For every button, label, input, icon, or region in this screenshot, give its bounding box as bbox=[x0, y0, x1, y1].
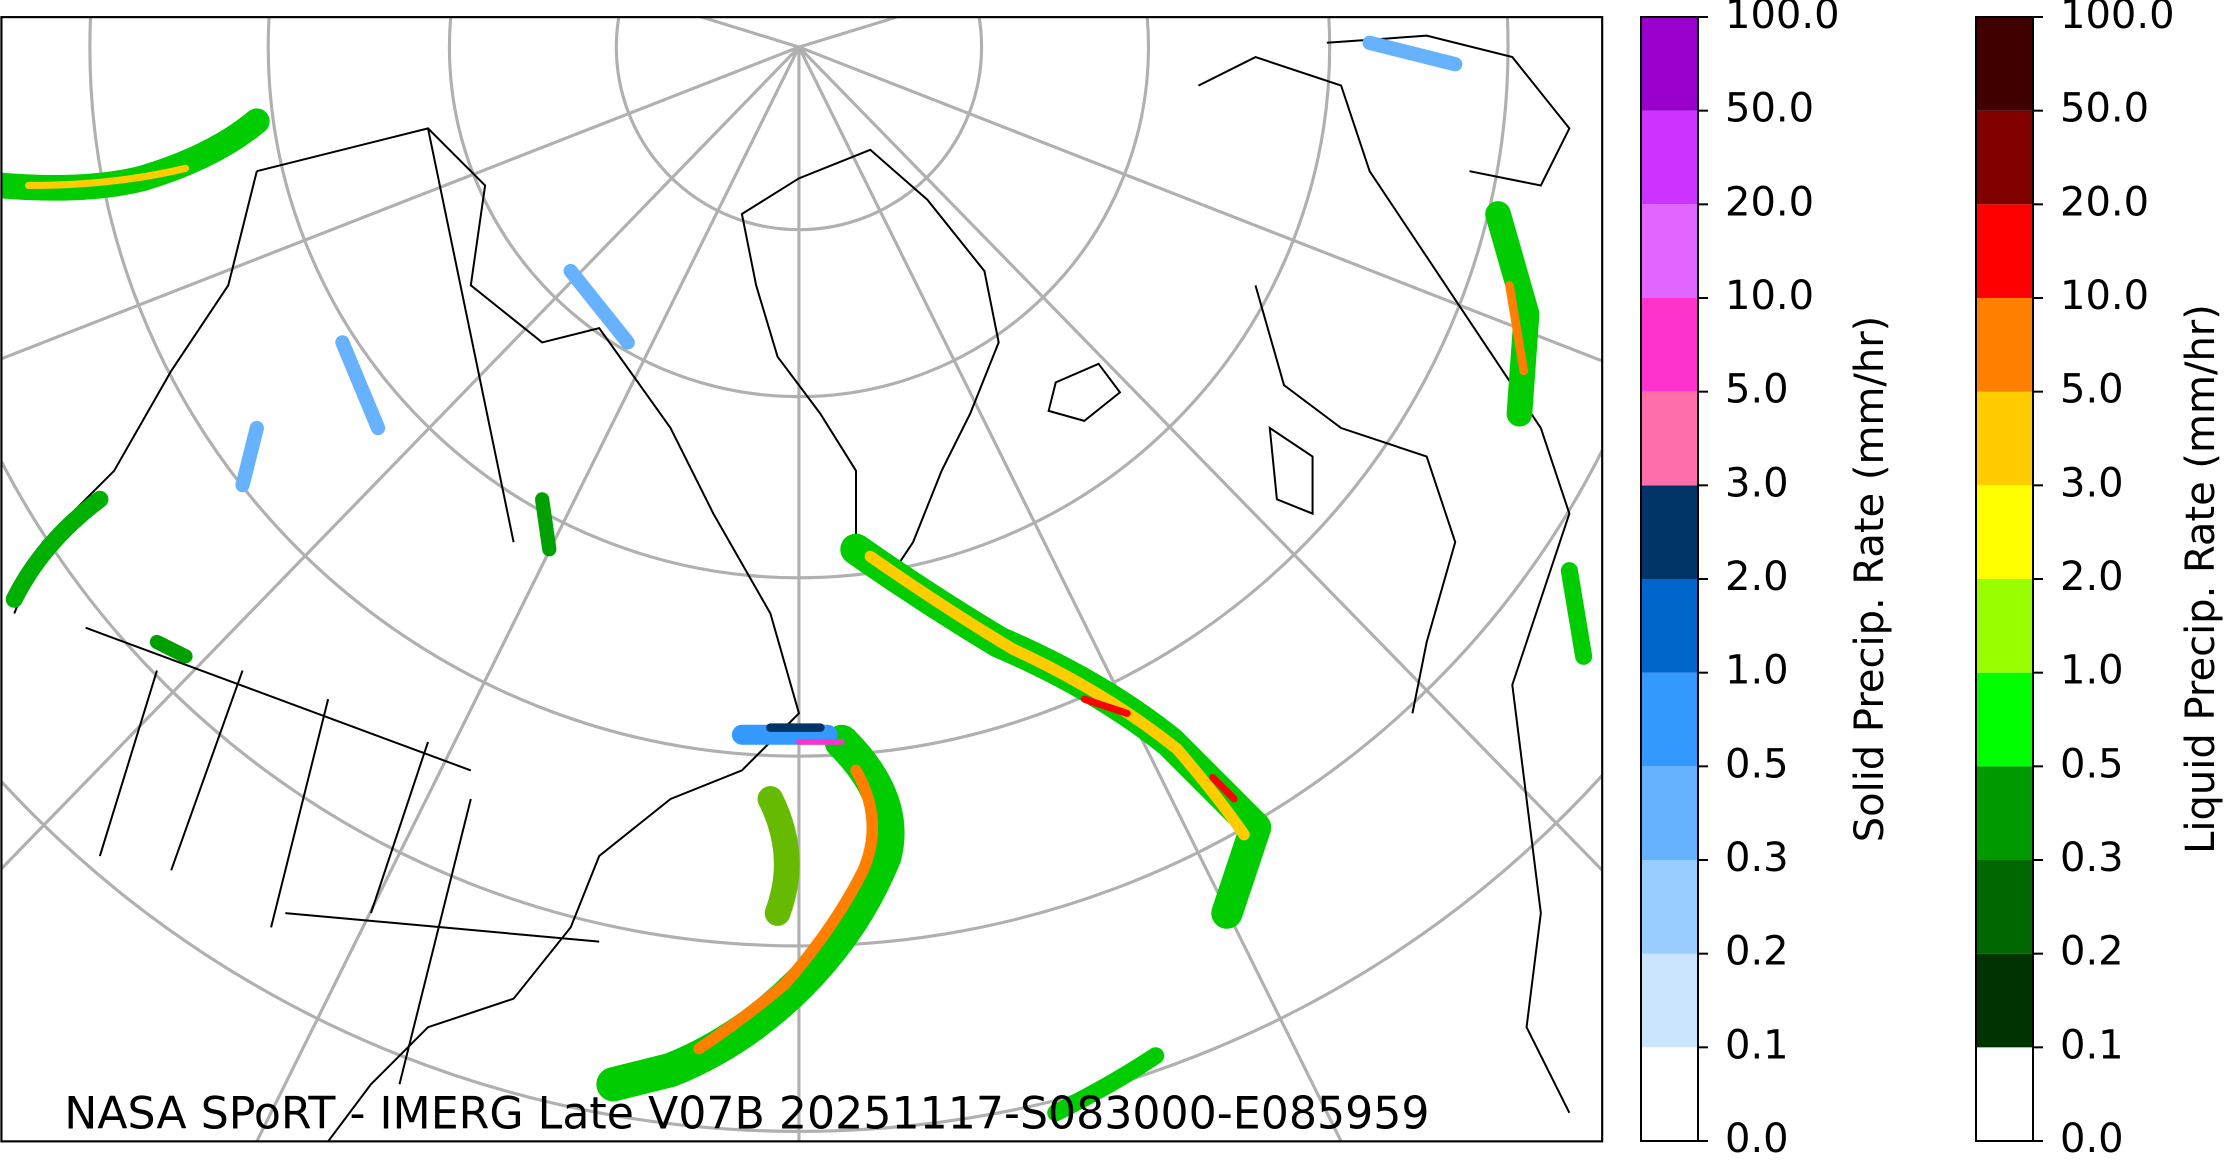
colorbar-bin bbox=[1641, 1047, 1698, 1141]
colorbar-tick-label: 2.0 bbox=[2060, 554, 2124, 600]
colorbar-tick-label: 0.3 bbox=[2060, 835, 2124, 881]
colorbar-bin bbox=[1976, 860, 2033, 954]
colorbar-tick-label: 20.0 bbox=[2060, 179, 2149, 225]
colorbar-tick-label: 0.2 bbox=[2060, 929, 2124, 975]
colorbar-label: Solid Precip. Rate (mm/hr) bbox=[1847, 316, 1893, 843]
colorbars: 0.0 0.1 0.2 0.3 0.5 1.0 2.0 3.0 5.0 10.0 20.0 50.0 1… bbox=[1640, 0, 2224, 1162]
colorbar-tick-label: 10.0 bbox=[1725, 273, 1814, 319]
colorbar-bin bbox=[1641, 672, 1698, 767]
graticule bbox=[1, 17, 1603, 1142]
precipitation bbox=[1, 35, 1593, 1122]
colorbar-bin bbox=[1976, 204, 2033, 298]
colorbar-bin bbox=[1641, 298, 1698, 392]
colorbar-tick-label: 5.0 bbox=[1725, 367, 1789, 413]
colorbar-bin bbox=[1641, 204, 1698, 298]
colorbar-tick-label: 100.0 bbox=[1725, 0, 1840, 38]
colorbar-bin bbox=[1976, 579, 2033, 673]
colorbar-tick-label: 50.0 bbox=[1725, 86, 1814, 132]
colorbar-tick-label: 0.5 bbox=[1725, 741, 1789, 787]
colorbar-tick-label: 10.0 bbox=[2060, 273, 2149, 319]
colorbar-bin bbox=[1976, 391, 2033, 486]
colorbar-tick-label: 1.0 bbox=[1725, 648, 1789, 694]
colorbar-tick-label: 5.0 bbox=[2060, 367, 2124, 413]
colorbar-bin bbox=[1641, 110, 1698, 205]
colorbar-tick-label: 0.3 bbox=[1725, 835, 1789, 881]
colorbar-bin bbox=[1641, 391, 1698, 486]
colorbar-label: Liquid Precip. Rate (mm/hr) bbox=[2178, 304, 2224, 854]
colorbar-tick-label: 50.0 bbox=[2060, 86, 2149, 132]
colorbar-bin bbox=[1641, 579, 1698, 673]
colorbar-bin bbox=[1641, 766, 1698, 860]
colorbar-bin bbox=[1641, 17, 1698, 111]
map: NASA SPoRT - IMERG Late V07B 20251117-S0… bbox=[0, 16, 1604, 1143]
colorbar-tick-label: 0.5 bbox=[2060, 741, 2124, 787]
colorbar-bin bbox=[1976, 485, 2033, 579]
colorbar-bin bbox=[1976, 298, 2033, 392]
colorbar-bin bbox=[1641, 485, 1698, 579]
map-frame bbox=[0, 16, 1604, 1143]
colorbar-tick-label: 0.1 bbox=[2060, 1022, 2124, 1068]
colorbar-bin bbox=[1976, 766, 2033, 860]
colorbar-tick-label: 100.0 bbox=[2060, 0, 2175, 38]
colorbar-tick-label: 1.0 bbox=[2060, 648, 2124, 694]
colorbar-bin bbox=[1641, 953, 1698, 1048]
colorbar: 0.0 0.1 0.2 0.3 0.5 1.0 2.0 3.0 5.0 10.0 20.0 50.0 1… bbox=[1975, 0, 2224, 1162]
colorbar-tick-label: 2.0 bbox=[1725, 554, 1789, 600]
colorbar-tick-label: 0.2 bbox=[1725, 929, 1789, 975]
colorbar-bin bbox=[1976, 953, 2033, 1048]
colorbar-tick-label: 20.0 bbox=[1725, 179, 1814, 225]
colorbar-bin bbox=[1976, 17, 2033, 111]
map-content: NASA SPoRT - IMERG Late V07B 20251117-S0… bbox=[1, 17, 1603, 1142]
map-caption: NASA SPoRT - IMERG Late V07B 20251117-S0… bbox=[64, 1089, 1429, 1140]
colorbar-tick-label: 0.1 bbox=[1725, 1022, 1789, 1068]
colorbar-tick-label: 0.0 bbox=[2060, 1116, 2124, 1162]
colorbar-bin bbox=[1976, 672, 2033, 767]
colorbar-tick-label: 3.0 bbox=[1725, 460, 1789, 506]
colorbar-bin bbox=[1976, 1047, 2033, 1141]
colorbar: 0.0 0.1 0.2 0.3 0.5 1.0 2.0 3.0 5.0 10.0 20.0 50.0 1… bbox=[1640, 0, 1893, 1162]
colorbar-bin bbox=[1976, 110, 2033, 205]
colorbar-bin bbox=[1641, 860, 1698, 954]
colorbar-tick-label: 0.0 bbox=[1725, 1116, 1789, 1162]
colorbar-tick-label: 3.0 bbox=[2060, 460, 2124, 506]
